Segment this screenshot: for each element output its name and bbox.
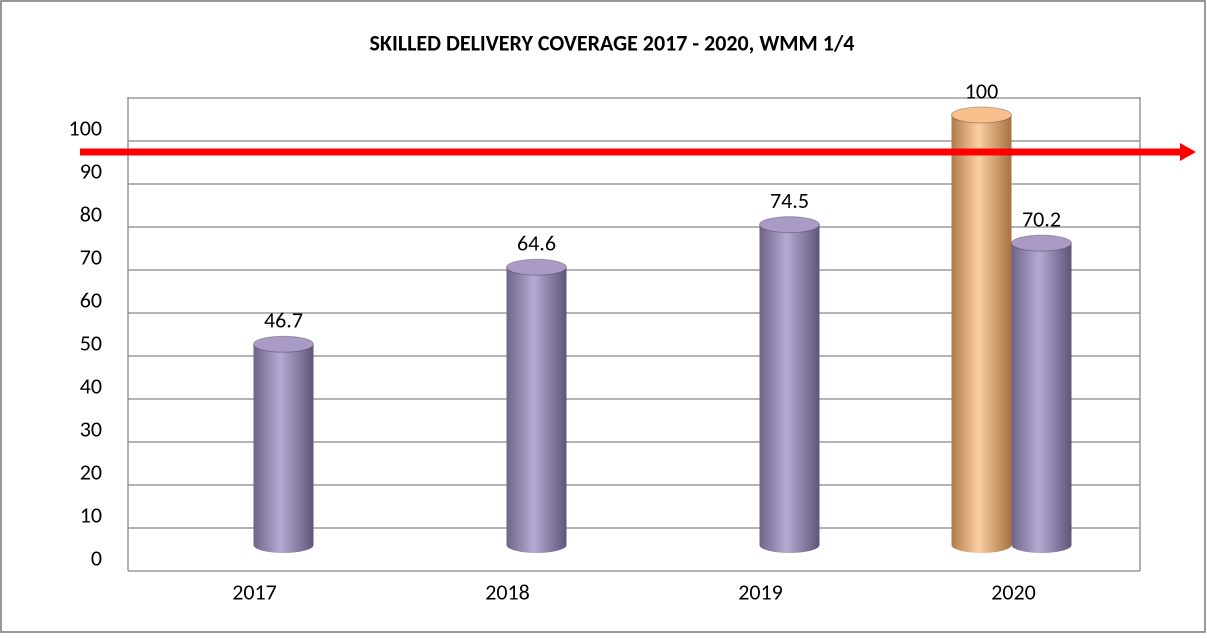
y-tick-label: 20 bbox=[80, 458, 102, 485]
x-tick-label: 2018 bbox=[485, 578, 530, 605]
bars bbox=[253, 106, 1072, 553]
bar bbox=[759, 224, 820, 545]
data-label: 74.5 bbox=[770, 187, 809, 214]
y-tick-label: 60 bbox=[80, 286, 102, 313]
y-tick-label: 0 bbox=[91, 544, 102, 571]
bar-bottom bbox=[1011, 537, 1072, 553]
cylinder bbox=[1011, 234, 1072, 553]
y-tick-label: 100 bbox=[69, 114, 102, 141]
y-tick-label: 90 bbox=[80, 157, 102, 184]
y-tick-label: 80 bbox=[80, 200, 102, 227]
bar-top bbox=[253, 335, 314, 353]
bar-bottom bbox=[506, 537, 567, 553]
bar bbox=[506, 267, 567, 545]
x-tick-label: 2017 bbox=[232, 578, 277, 605]
bar-top bbox=[951, 106, 1012, 124]
target-arrow bbox=[80, 143, 1196, 161]
bar-bottom bbox=[253, 537, 314, 553]
data-label: 46.7 bbox=[264, 306, 303, 333]
data-label: 100 bbox=[965, 77, 998, 104]
bar-top bbox=[759, 216, 820, 234]
arrow-head bbox=[1180, 143, 1196, 161]
x-tick-label: 2019 bbox=[738, 578, 783, 605]
y-tick-label: 70 bbox=[80, 243, 102, 270]
y-tick-label: 40 bbox=[80, 372, 102, 399]
cylinder bbox=[253, 335, 314, 553]
bar-bottom bbox=[951, 537, 1012, 553]
bar-top bbox=[506, 258, 567, 276]
bar-bottom bbox=[759, 537, 820, 553]
y-tick-label: 30 bbox=[80, 415, 102, 442]
x-tick-label: 2020 bbox=[991, 578, 1036, 605]
bar bbox=[1011, 243, 1072, 545]
bar bbox=[253, 344, 314, 545]
cylinder bbox=[951, 106, 1012, 553]
cylinder bbox=[506, 258, 567, 553]
bar-top bbox=[1011, 234, 1072, 252]
data-label: 70.2 bbox=[1022, 205, 1061, 232]
y-tick-label: 10 bbox=[80, 501, 102, 528]
data-label: 64.6 bbox=[517, 229, 556, 256]
y-tick-label: 50 bbox=[80, 329, 102, 356]
cylinder bbox=[759, 216, 820, 553]
chart-title: SKILLED DELIVERY COVERAGE 2017 - 2020, W… bbox=[370, 29, 855, 56]
bar bbox=[951, 115, 1012, 545]
